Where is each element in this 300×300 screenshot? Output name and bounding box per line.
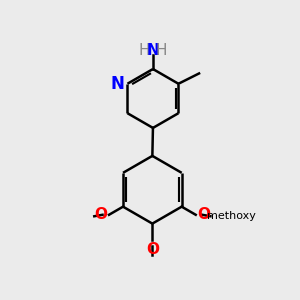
Text: O: O	[146, 242, 159, 257]
Text: O: O	[197, 207, 210, 222]
Text: methoxy: methoxy	[207, 211, 256, 221]
Text: N: N	[147, 43, 159, 58]
Text: O: O	[94, 207, 107, 222]
Text: H: H	[155, 43, 167, 58]
Text: N: N	[110, 75, 124, 93]
Text: H: H	[139, 43, 150, 58]
